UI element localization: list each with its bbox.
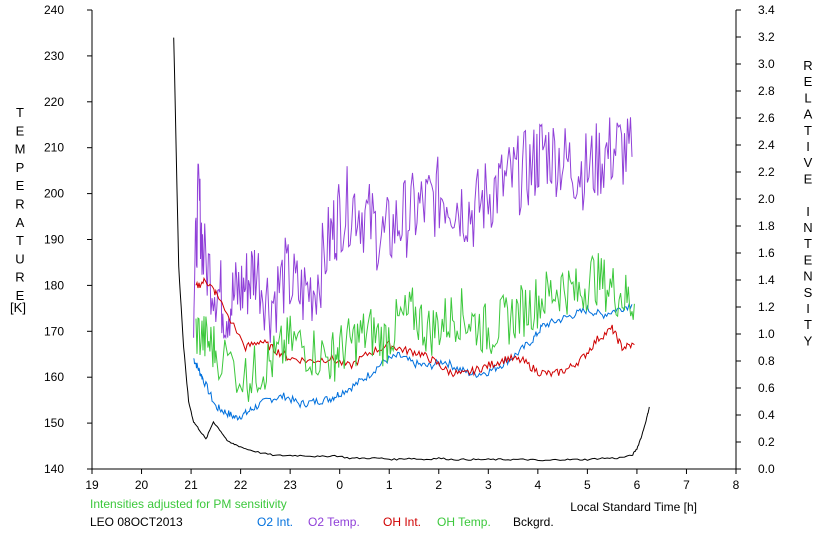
left-tick-label: 200 <box>44 187 64 201</box>
right-tick-label: 0.2 <box>758 435 775 449</box>
x-tick-label: 21 <box>184 478 198 492</box>
right-axis-letter: T <box>804 317 812 332</box>
right-tick-label: 3.4 <box>758 3 775 17</box>
left-tick-label: 150 <box>44 416 64 430</box>
right-axis-letter: I <box>806 139 810 154</box>
left-axis-letter: U <box>15 251 24 266</box>
right-tick-label: 0.0 <box>758 462 775 476</box>
series-line-o2-temp <box>193 117 633 343</box>
right-axis-letter: E <box>804 171 813 186</box>
left-axis-letter: R <box>15 270 24 285</box>
right-axis-letter: V <box>804 155 813 170</box>
right-tick-label: 1.6 <box>758 246 775 260</box>
left-axis-letter: T <box>16 105 24 120</box>
left-axis-letter: E <box>16 288 25 303</box>
right-tick-label: 2.6 <box>758 111 775 125</box>
right-axis-letter: R <box>803 58 812 73</box>
right-tick-label: 0.6 <box>758 381 775 395</box>
left-ticks: 140 150 160 170 180 190 200 210 220 230 240 <box>44 3 92 476</box>
legend-entry: O2 Temp. <box>308 515 360 529</box>
left-axis-letter: A <box>16 215 25 230</box>
legend-entry: OH Temp. <box>437 515 491 529</box>
right-axis-letter: I <box>806 301 810 316</box>
left-axis-letter: P <box>16 160 25 175</box>
station-label: LEO 08OCT2013 <box>90 515 183 529</box>
left-axis-letter: E <box>16 123 25 138</box>
series-group <box>173 37 650 462</box>
right-tick-label: 1.4 <box>758 273 775 287</box>
x-tick-label: 5 <box>584 478 591 492</box>
left-tick-label: 230 <box>44 49 64 63</box>
sensitivity-note: Intensities adjusted for PM sensitivity <box>90 497 287 511</box>
series-line-oh-int <box>195 276 635 378</box>
legend-entry: O2 Int. <box>257 515 293 529</box>
right-axis-letter: A <box>804 107 813 122</box>
right-tick-label: 1.8 <box>758 219 775 233</box>
legend-entry: OH Int. <box>383 515 421 529</box>
right-tick-label: 2.2 <box>758 165 775 179</box>
series-line-oh-temp <box>195 253 635 402</box>
left-tick-label: 220 <box>44 95 64 109</box>
left-tick-label: 160 <box>44 370 64 384</box>
legend: O2 Int. O2 Temp. OH Int. OH Temp. Bckgrd. <box>257 515 554 529</box>
right-tick-label: 2.8 <box>758 84 775 98</box>
right-tick-label: 1.0 <box>758 327 775 341</box>
right-axis-letter: I <box>806 204 810 219</box>
left-axis-letter: T <box>16 233 24 248</box>
x-axis-label: Local Standard Time [h] <box>570 500 697 514</box>
x-tick-label: 7 <box>683 478 690 492</box>
right-tick-label: 2.0 <box>758 192 775 206</box>
right-axis-letter: E <box>804 74 813 89</box>
right-tick-label: 2.4 <box>758 138 775 152</box>
x-tick-label: 20 <box>135 478 149 492</box>
x-tick-label: 0 <box>336 478 343 492</box>
right-axis-letter: T <box>804 123 812 138</box>
series-line-bckgrd <box>173 37 650 462</box>
right-tick-label: 3.0 <box>758 57 775 71</box>
left-axis-letter: M <box>15 142 26 157</box>
left-tick-label: 170 <box>44 324 64 338</box>
right-tick-label: 1.2 <box>758 300 775 314</box>
x-ticks: 19 20 21 22 23 0 1 2 3 4 5 6 7 8 <box>85 469 740 492</box>
right-axis-letter: N <box>803 269 812 284</box>
right-axis-letter: Y <box>804 333 813 348</box>
left-tick-label: 180 <box>44 278 64 292</box>
x-tick-label: 1 <box>386 478 393 492</box>
legend-entry: Bckgrd. <box>513 515 554 529</box>
x-tick-label: 23 <box>283 478 297 492</box>
left-axis-unit: [K] <box>10 300 26 315</box>
x-tick-label: 19 <box>85 478 99 492</box>
x-tick-label: 22 <box>234 478 248 492</box>
left-axis-letter: E <box>16 178 25 193</box>
left-tick-label: 140 <box>44 462 64 476</box>
left-tick-label: 190 <box>44 233 64 247</box>
right-ticks: 0.0 0.2 0.4 0.6 0.8 1.0 1.2 1.4 1.6 1.8 2.0 2.2 2.4 2… <box>736 3 775 476</box>
x-tick-label: 2 <box>435 478 442 492</box>
right-tick-label: 0.8 <box>758 354 775 368</box>
left-tick-label: 210 <box>44 141 64 155</box>
x-tick-label: 6 <box>634 478 641 492</box>
left-tick-label: 240 <box>44 3 64 17</box>
series-line-o2-int <box>193 302 633 421</box>
right-axis-letter: L <box>804 90 811 105</box>
x-tick-label: 4 <box>535 478 542 492</box>
right-axis-letter: T <box>804 236 812 251</box>
right-tick-label: 0.4 <box>758 408 775 422</box>
right-axis-letter: E <box>804 252 813 267</box>
right-axis-letter: N <box>803 220 812 235</box>
right-tick-label: 3.2 <box>758 30 775 44</box>
left-axis-letter: R <box>15 197 24 212</box>
x-tick-label: 3 <box>485 478 492 492</box>
x-tick-label: 8 <box>733 478 740 492</box>
right-axis-letter: S <box>804 285 813 300</box>
